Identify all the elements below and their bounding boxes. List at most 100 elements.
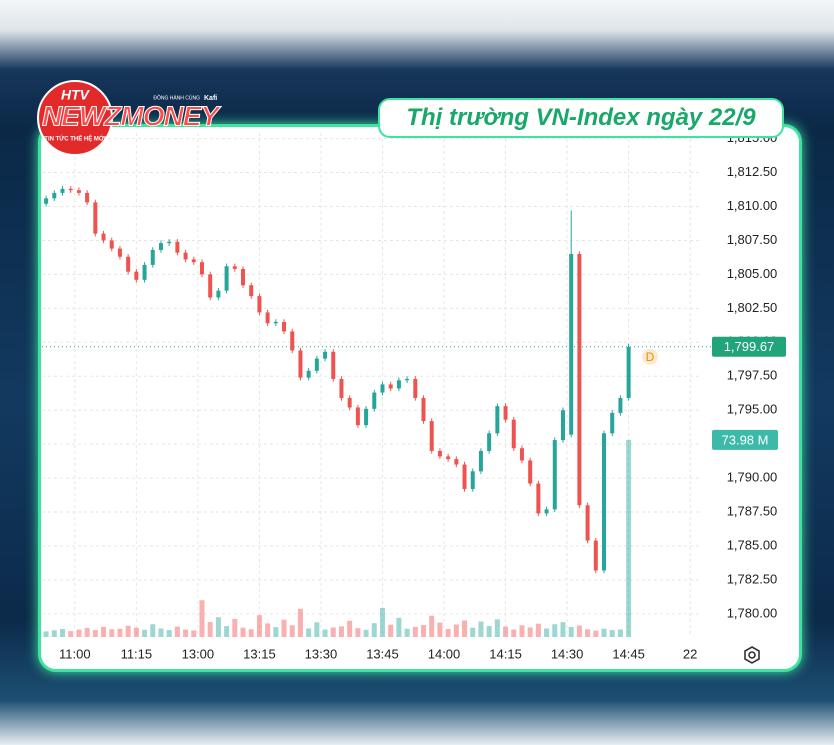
candle-body xyxy=(257,296,262,313)
candle-body xyxy=(101,233,106,241)
candle-body xyxy=(470,471,475,489)
x-tick-label: 14:15 xyxy=(489,646,522,661)
candle-body xyxy=(454,459,459,465)
candle-body xyxy=(273,321,278,324)
volume-bar xyxy=(207,622,213,637)
volume-bar xyxy=(503,626,509,637)
y-tick-label: 1,805.00 xyxy=(727,266,778,281)
candle-body xyxy=(76,190,81,193)
x-tick-label: 13:45 xyxy=(366,646,399,661)
volume-bar xyxy=(511,629,517,637)
candle-body xyxy=(536,483,541,514)
volume-bar xyxy=(133,627,139,637)
candle-body xyxy=(511,419,516,449)
candle-body xyxy=(199,262,204,275)
last-volume-label: 73.98 M xyxy=(722,432,769,447)
candle-body xyxy=(405,378,410,381)
volume-bar xyxy=(527,627,533,637)
candle-body xyxy=(552,440,557,510)
chart-card xyxy=(38,124,802,672)
volume-bar xyxy=(330,627,336,637)
volume-bar xyxy=(355,628,361,637)
y-tick-label: 1,795.00 xyxy=(727,402,778,417)
candle-body xyxy=(478,450,483,472)
y-tick-label: 1,802.50 xyxy=(727,300,778,315)
volume-bar xyxy=(174,626,180,637)
y-tick-label: 1,810.00 xyxy=(727,198,778,213)
volume-bar xyxy=(347,620,353,637)
volume-bar xyxy=(552,624,558,637)
logo-channel: HTV xyxy=(61,87,91,103)
volume-bar xyxy=(60,629,66,637)
volume-bar xyxy=(617,629,623,637)
volume-bar xyxy=(248,629,254,637)
volume-bar xyxy=(626,439,632,637)
candle-body xyxy=(60,188,65,193)
x-tick-label: 22 xyxy=(683,646,697,661)
x-tick-label: 14:30 xyxy=(551,646,584,661)
volume-bar xyxy=(289,625,295,637)
volume-bar xyxy=(215,617,221,637)
volume-bar xyxy=(478,621,484,637)
candle-body xyxy=(339,378,344,398)
volume-bar xyxy=(125,625,131,637)
candle-body xyxy=(495,406,500,434)
candle-body xyxy=(610,412,615,434)
volume-bar xyxy=(535,623,541,637)
volume-bar xyxy=(544,628,550,637)
candle-body xyxy=(175,241,180,253)
settings-icon[interactable] xyxy=(742,645,762,665)
marker xyxy=(642,348,658,365)
candle-body xyxy=(462,464,467,489)
candle-body xyxy=(413,378,418,398)
partner: Kafi xyxy=(204,95,217,102)
candle-body xyxy=(487,433,492,451)
volume-bar xyxy=(240,627,246,637)
volume-bar xyxy=(166,630,172,637)
candle-body xyxy=(167,241,172,244)
volume-bar xyxy=(232,618,238,637)
candle-body xyxy=(93,202,98,234)
volume-bar xyxy=(281,619,287,637)
candle-body xyxy=(241,268,246,286)
volume-bar xyxy=(338,626,344,637)
volume-bar xyxy=(191,630,197,637)
candle-body xyxy=(560,410,565,441)
volume-bar xyxy=(421,625,427,637)
candle-body xyxy=(126,256,131,272)
candle-body xyxy=(380,384,385,393)
volume-bar xyxy=(437,622,443,637)
logo: HTV NEWZMONEY TIN TỨC THẾ HỆ MỚI ĐỒNG HÀ… xyxy=(37,80,223,156)
volume-bar xyxy=(101,626,107,637)
volume-bar xyxy=(445,629,451,637)
volume-bar xyxy=(519,625,525,637)
x-tick-label: 14:45 xyxy=(612,646,645,661)
partner-text: ĐỒNG HÀNH CÙNG xyxy=(153,94,200,101)
candle-body xyxy=(347,397,352,408)
volume-bar xyxy=(379,607,385,637)
candle-body xyxy=(544,509,549,514)
last-price-box xyxy=(712,336,786,357)
volume-bar xyxy=(453,624,459,637)
volume-bar xyxy=(429,615,435,637)
candle-body xyxy=(437,450,442,457)
x-tick-label: 11:00 xyxy=(59,646,91,661)
volume-bar xyxy=(158,628,164,637)
x-tick-label: 13:30 xyxy=(305,646,338,661)
candle-body xyxy=(265,312,270,324)
y-tick-label: 1,785.00 xyxy=(727,537,778,552)
x-tick-label: 14:00 xyxy=(428,646,461,661)
candle-body xyxy=(618,397,623,413)
y-tick-label: 1,780.00 xyxy=(727,605,778,620)
volume-bar xyxy=(609,630,615,637)
volume-bar xyxy=(314,622,320,637)
candle-body xyxy=(314,358,319,371)
candle-body xyxy=(429,421,434,451)
volume-bar xyxy=(84,627,90,637)
x-tick-label: 11:15 xyxy=(121,646,153,661)
candle-body xyxy=(626,346,631,398)
volume-bar xyxy=(486,626,492,637)
volume-bar xyxy=(601,628,607,637)
candle-body xyxy=(323,351,328,359)
